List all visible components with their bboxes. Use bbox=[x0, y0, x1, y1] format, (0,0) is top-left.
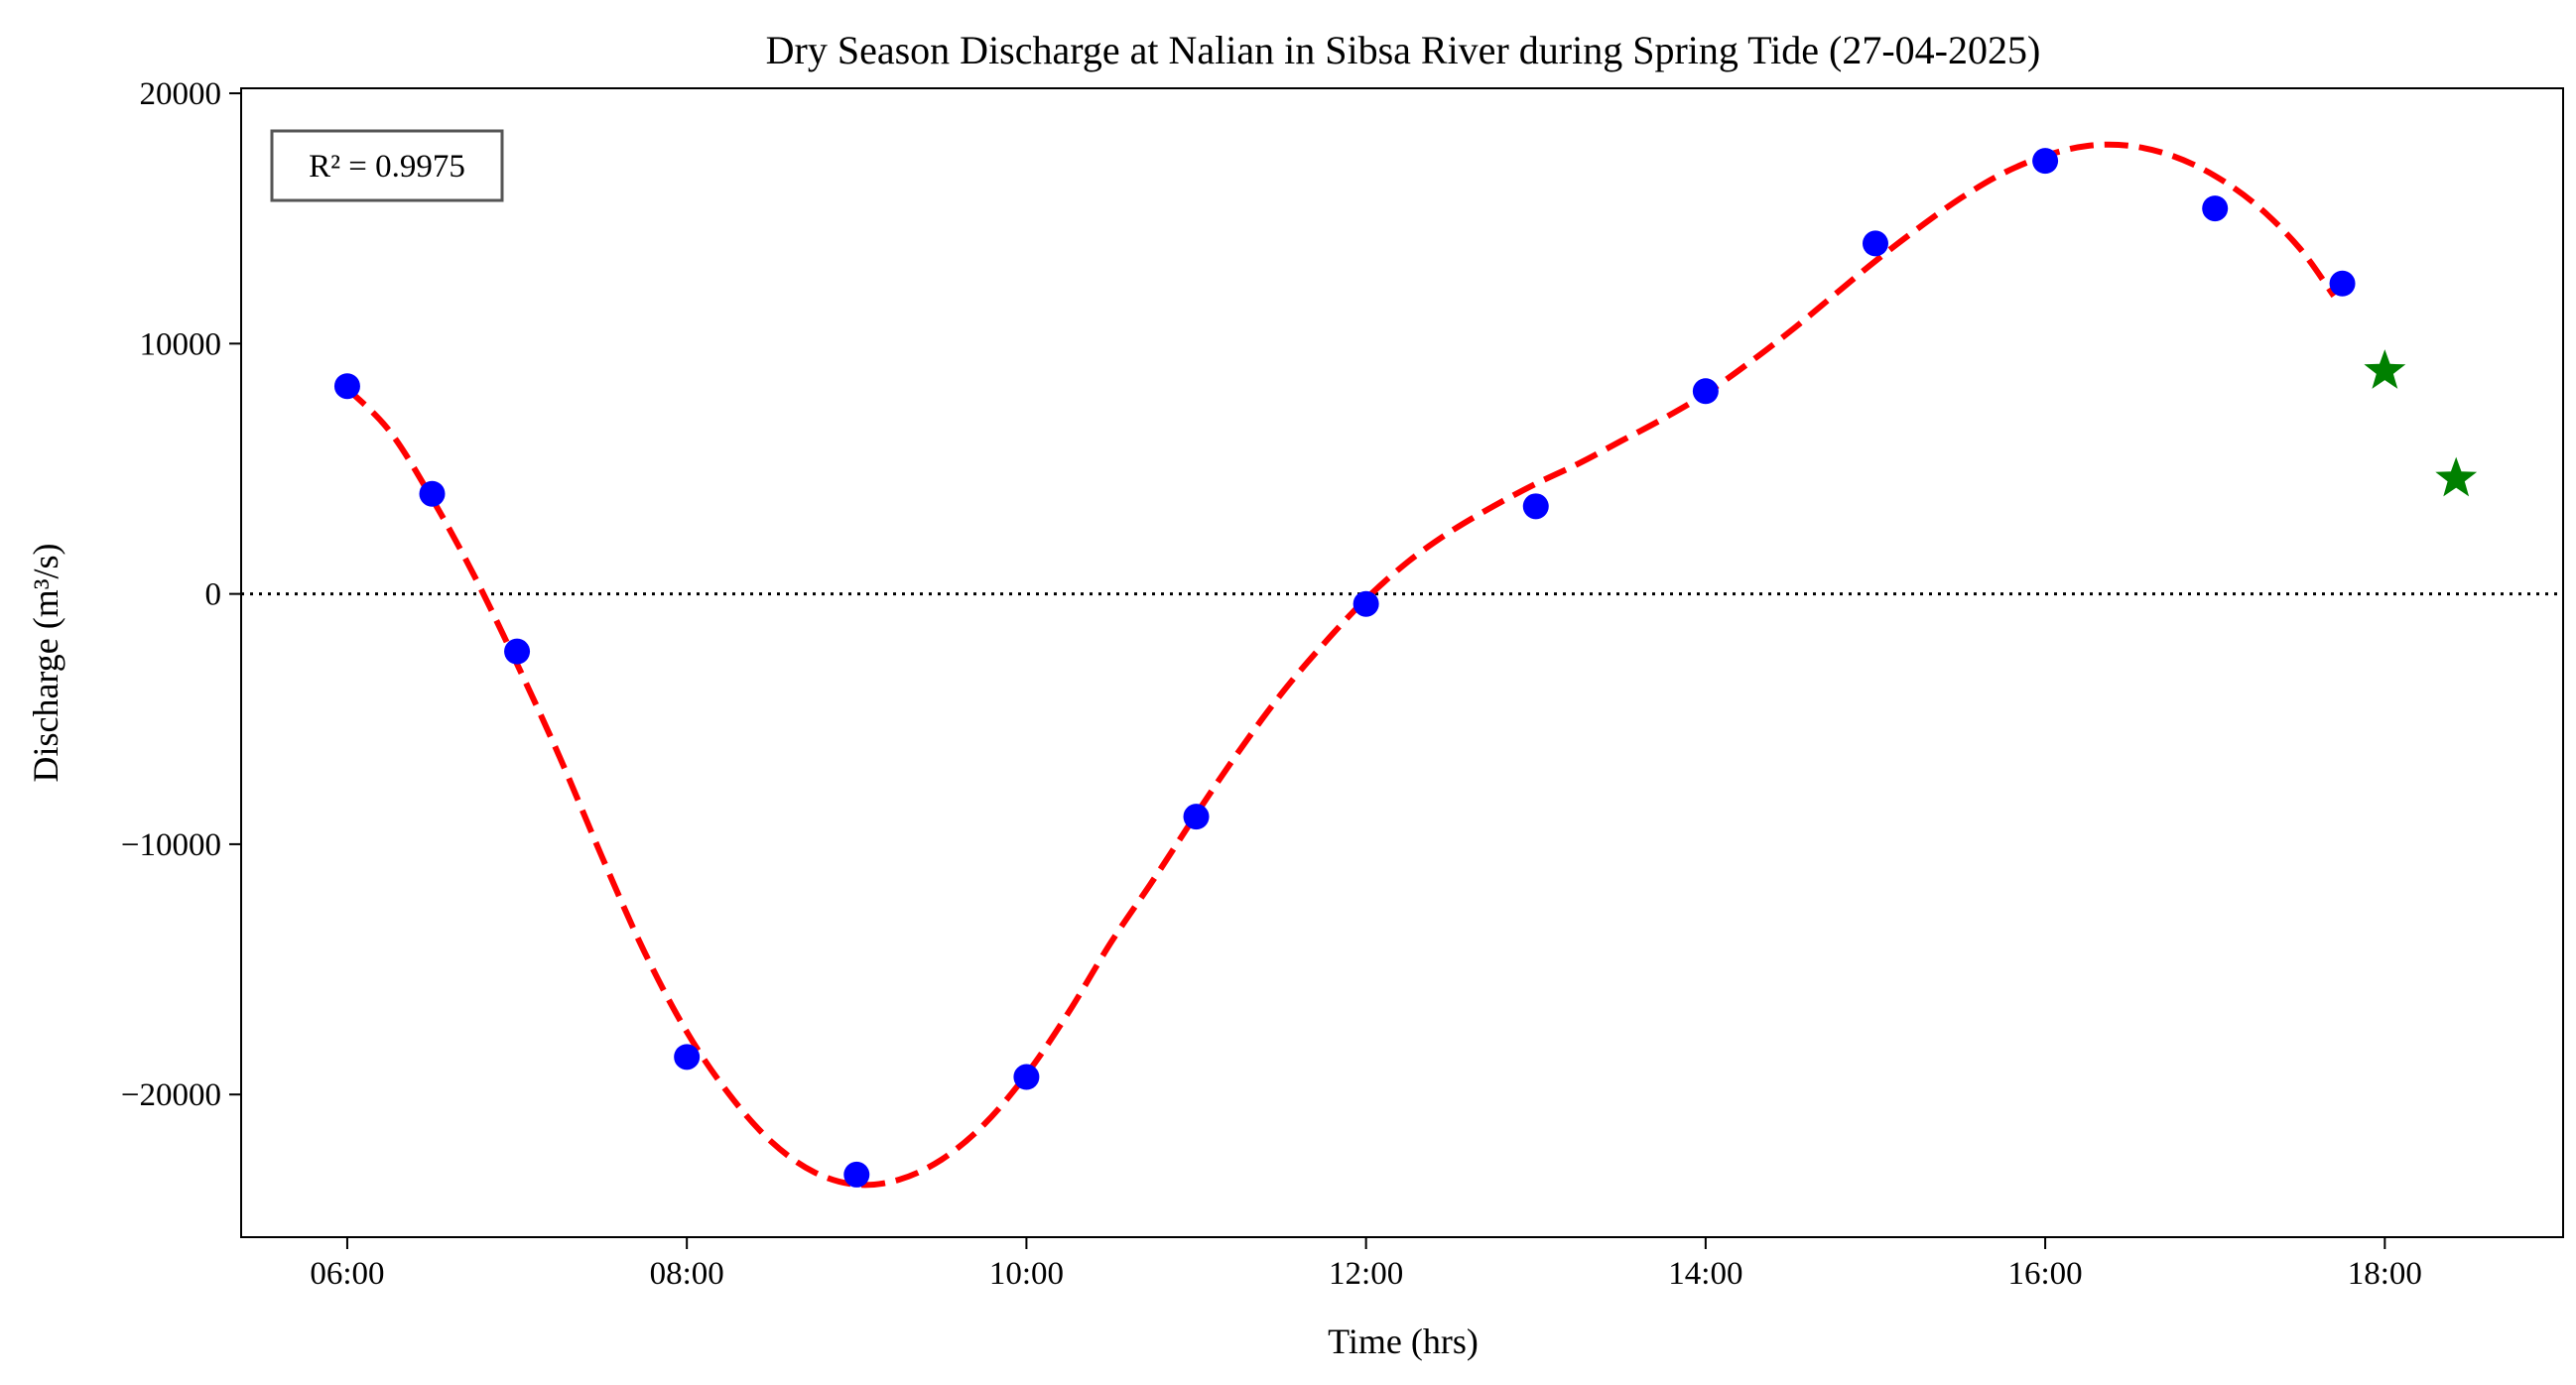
observed-point bbox=[1522, 493, 1549, 520]
y-tick-label: −10000 bbox=[121, 827, 221, 863]
annotation-box bbox=[270, 129, 504, 202]
extrapolated-points-layer bbox=[2364, 349, 2478, 497]
y-tick-label: 20000 bbox=[140, 76, 222, 112]
observed-point bbox=[1862, 230, 1888, 257]
observed-point bbox=[419, 480, 446, 507]
x-tick-label: 12:00 bbox=[1329, 1256, 1403, 1292]
y-tick-label: 10000 bbox=[140, 326, 222, 362]
fitted-curve bbox=[344, 141, 2337, 1189]
x-tick-label: 10:00 bbox=[989, 1256, 1064, 1292]
y-ticks: 20000 10000 0 −10000 −20000 bbox=[121, 76, 241, 1113]
observed-points-layer bbox=[333, 148, 2356, 1188]
fit-curve-layer bbox=[344, 141, 2337, 1189]
x-tick-label: 14:00 bbox=[1668, 1256, 1742, 1292]
observed-point bbox=[843, 1161, 870, 1188]
chart-title: Dry Season Discharge at Nalian in Sibsa … bbox=[766, 28, 2041, 72]
observed-point bbox=[1352, 590, 1379, 617]
y-axis-label: Discharge (m³/s) bbox=[26, 543, 65, 782]
x-tick-label: 16:00 bbox=[2008, 1256, 2083, 1292]
observed-point bbox=[1692, 378, 1719, 405]
x-tick-label: 06:00 bbox=[310, 1256, 384, 1292]
observed-point bbox=[333, 373, 360, 400]
observed-point bbox=[504, 638, 531, 665]
observed-point bbox=[674, 1044, 701, 1070]
observed-point bbox=[2202, 195, 2229, 222]
extrapolated-star-point bbox=[2364, 349, 2406, 389]
y-tick-label: −20000 bbox=[121, 1077, 221, 1113]
r-squared-annotation: R² = 0.9975 bbox=[270, 129, 504, 202]
x-ticks: 06:00 08:00 10:00 12:00 14:00 16:00 18:00 bbox=[310, 1237, 2422, 1292]
plot-frame bbox=[240, 87, 2564, 1238]
observed-point bbox=[2329, 270, 2356, 297]
extrapolated-star-point bbox=[2435, 456, 2478, 497]
observed-point bbox=[1013, 1064, 1040, 1090]
x-axis-label: Time (hrs) bbox=[1328, 1322, 1479, 1361]
observed-point bbox=[2032, 148, 2059, 175]
observed-point bbox=[1183, 804, 1210, 830]
x-tick-label: 08:00 bbox=[650, 1256, 724, 1292]
y-tick-label: 0 bbox=[205, 577, 222, 613]
r-squared-text: R² = 0.9975 bbox=[309, 149, 465, 185]
x-tick-label: 18:00 bbox=[2348, 1256, 2422, 1292]
